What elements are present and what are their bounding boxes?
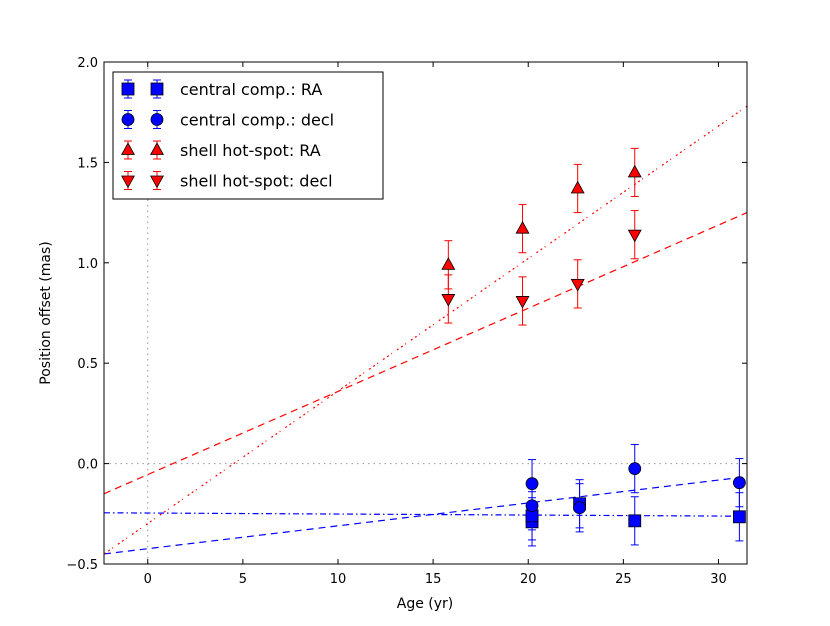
series-4: [441, 210, 642, 326]
y-tick-label: 1.0: [77, 257, 98, 272]
data-point: [628, 462, 642, 476]
legend-marker: [121, 82, 135, 96]
plot-frame: [103, 61, 748, 565]
y-axis: −0.5 0.0 0.5 1.0 1.5 2.0: [66, 56, 747, 573]
data-point: [627, 229, 642, 243]
fit-line-3: [104, 105, 747, 555]
y-tick-label: 2.0: [77, 56, 98, 71]
legend-marker: [121, 113, 135, 126]
x-axis: 0 5 10 15 20 25 30: [144, 62, 727, 587]
legend-marker: [150, 175, 164, 189]
data-points: [441, 147, 746, 547]
legend-entry-4: shell hot-spot: decl: [121, 171, 333, 191]
data-point: [515, 220, 530, 234]
legend-marker: [150, 82, 164, 96]
x-axis-label: Age (yr): [397, 596, 454, 612]
x-tick-label: 5: [239, 572, 247, 587]
data-point: [570, 278, 585, 292]
y-axis-label: Position offset (mas): [38, 241, 54, 384]
legend-entry-2: central comp.: decl: [121, 110, 334, 130]
legend-label: shell hot-spot: decl: [180, 172, 333, 191]
legend-marker: [150, 142, 164, 155]
legend-entry-3: shell hot-spot: RA: [121, 140, 321, 160]
legend-label: central comp.: RA: [180, 80, 322, 99]
legend-marker: [121, 142, 135, 155]
data-point: [441, 294, 456, 307]
series-2: [525, 444, 746, 533]
data-point: [515, 296, 530, 309]
data-point: [525, 499, 539, 513]
data-point: [570, 180, 585, 194]
legend-entry-1: central comp.: RA: [121, 79, 322, 99]
x-tick-label: 30: [710, 572, 727, 587]
legend-marker: [121, 175, 135, 189]
data-point: [627, 164, 642, 178]
legend-marker: [150, 113, 164, 126]
data-point: [732, 510, 746, 524]
x-tick-label: 25: [615, 572, 632, 587]
data-point: [573, 501, 586, 515]
x-tick-label: 10: [330, 572, 347, 587]
x-tick-label: 0: [144, 572, 152, 587]
legend-label: central comp.: decl: [180, 111, 334, 130]
legend: central comp.: RA central comp.: decl shel…: [112, 71, 384, 200]
x-tick-label: 15: [425, 572, 442, 587]
legend-label: shell hot-spot: RA: [180, 141, 321, 160]
data-point: [441, 257, 456, 270]
y-tick-label: 0.5: [77, 357, 98, 372]
x-tick-label: 20: [520, 572, 537, 587]
y-tick-label: −0.5: [66, 558, 98, 573]
series-3: [441, 147, 642, 290]
data-point: [732, 476, 746, 490]
y-tick-label: 0.0: [77, 458, 98, 473]
fit-line-4: [104, 212, 747, 495]
data-point: [628, 514, 642, 528]
y-tick-label: 1.5: [77, 156, 98, 171]
